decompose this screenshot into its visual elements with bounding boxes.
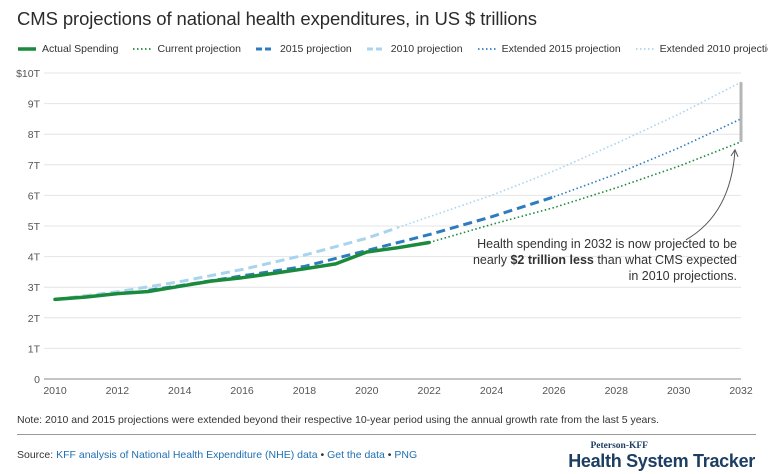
x-tick-label: 2030 <box>667 385 691 397</box>
legend-item: Current projection <box>132 43 241 55</box>
y-tick-label: 7T <box>28 160 41 172</box>
y-tick-label: 0 <box>34 374 40 386</box>
get-data-link[interactable]: Get the data <box>327 449 385 461</box>
series-line <box>54 226 399 301</box>
x-tick-label: 2026 <box>542 385 566 397</box>
x-tick-label: 2010 <box>43 385 67 397</box>
png-link[interactable]: PNG <box>394 449 418 461</box>
y-tick-label: 4T <box>28 252 41 264</box>
chart-annotation: Health spending in 2032 is now projected… <box>457 236 737 284</box>
series-line <box>397 81 742 229</box>
x-tick-label: 2020 <box>355 385 379 397</box>
brand-logo[interactable]: Health System Tracker <box>568 451 755 471</box>
legend-swatch <box>255 47 274 51</box>
y-tick-label: $10T <box>16 68 41 80</box>
legend-label: Extended 2015 projection <box>501 43 621 55</box>
legend-label: 2015 projection <box>279 43 352 55</box>
x-tick-label: 2016 <box>230 385 254 397</box>
legend-swatch <box>477 48 496 50</box>
line-chart: 0 1T 2T 3T 4T 5T 6T 7T 8T 9T $10T 2010 2012 2014 2016 2… <box>16 68 753 397</box>
annotation-line-3: in 2010 projections. <box>628 269 737 283</box>
y-tick-label: 5T <box>28 221 41 233</box>
legend-swatch <box>366 47 385 51</box>
chart-legend: Actual Spending Current projection 2015 pr… <box>17 41 768 57</box>
x-tick-label: 2022 <box>418 385 442 397</box>
series-line <box>428 141 742 244</box>
y-tick-label: 9T <box>28 99 41 111</box>
legend-item: Extended 2010 projection <box>635 43 768 55</box>
y-tick-label: 8T <box>28 129 41 141</box>
x-tick-label: 2018 <box>293 385 317 397</box>
legend-item: 2015 projection <box>255 43 352 55</box>
chart-note: Note: 2010 and 2015 projections were ext… <box>17 414 660 426</box>
legend-swatch <box>635 48 654 50</box>
annotation-highlight: $2 trillion less <box>510 253 594 267</box>
annotation-arrow <box>685 149 736 241</box>
series-line <box>53 240 431 302</box>
brand-kicker: Peterson-KFF <box>590 441 648 451</box>
source-link[interactable]: KFF analysis of National Health Expendit… <box>56 449 318 461</box>
series-line <box>553 118 742 198</box>
y-tick-label: 6T <box>28 190 41 202</box>
legend-label: Actual Spending <box>42 43 119 55</box>
legend-item: Extended 2015 projection <box>477 43 621 55</box>
x-tick-label: 2012 <box>106 385 130 397</box>
annotation-line-1: Health spending in 2032 is now projected… <box>477 237 737 251</box>
footer-divider <box>17 434 756 435</box>
legend-item: Actual Spending <box>17 43 118 55</box>
x-tick-label: 2032 <box>729 385 753 397</box>
legend-swatch <box>18 47 36 51</box>
legend-label: Current projection <box>157 43 241 55</box>
y-tick-label: 3T <box>28 282 41 294</box>
chart-source: Source: KFF analysis of National Health … <box>17 449 418 461</box>
arrow-head <box>730 148 739 158</box>
legend-label: 2010 projection <box>390 43 463 55</box>
legend-label: Extended 2010 projection <box>659 43 768 55</box>
x-tick-label: 2028 <box>605 385 629 397</box>
y-tick-label: 1T <box>28 343 41 355</box>
y-tick-label: 2T <box>28 313 41 325</box>
legend-swatch <box>133 48 152 50</box>
chart-title: CMS projections of national health expen… <box>17 8 537 29</box>
annotation-line-2: nearly $2 trillion less than what CMS ex… <box>472 253 737 267</box>
legend-item: 2010 projection <box>366 43 463 55</box>
x-tick-label: 2024 <box>480 385 504 397</box>
x-tick-label: 2014 <box>168 385 192 397</box>
